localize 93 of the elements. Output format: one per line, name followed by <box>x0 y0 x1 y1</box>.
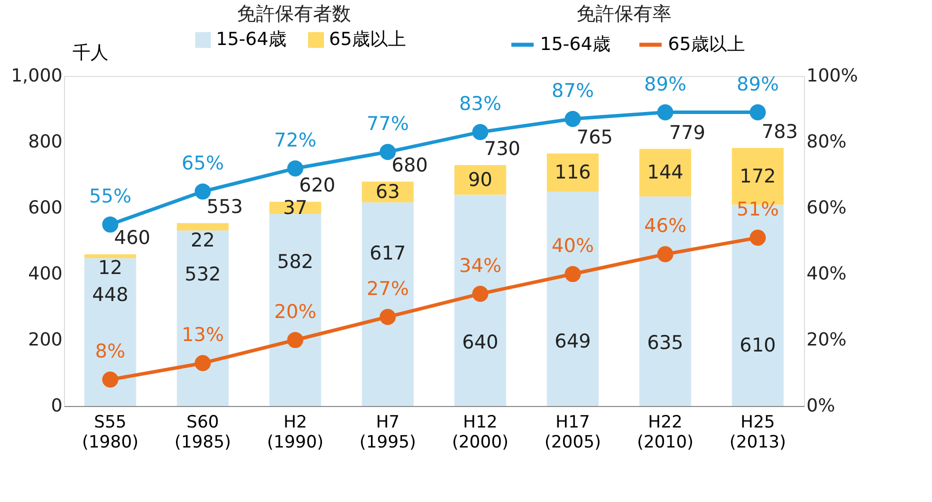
data-label: 77% <box>366 112 409 135</box>
point <box>472 124 488 140</box>
bar <box>639 196 692 406</box>
bar <box>84 258 136 406</box>
point <box>657 104 674 120</box>
x-tick-label: S55 (1980) <box>82 412 139 452</box>
data-label: 40% <box>552 235 594 257</box>
data-label: 8% <box>95 340 126 363</box>
y-tick-label: 200 <box>28 330 62 350</box>
total-label: 730 <box>484 138 520 160</box>
data-label: 172 <box>740 165 776 188</box>
point <box>287 332 304 348</box>
bar <box>84 254 136 258</box>
data-label: 63 <box>376 180 400 203</box>
bar <box>454 165 506 195</box>
text: 免許保有者数 <box>237 3 351 25</box>
data-label: 610 <box>740 334 776 357</box>
y2-tick-label: 20% <box>806 330 847 350</box>
legend-label: 65歳以上 <box>668 34 745 55</box>
bar <box>269 214 322 406</box>
data-label: 582 <box>277 250 314 273</box>
total-label: 779 <box>669 122 706 144</box>
data-label: 51% <box>736 198 779 221</box>
text: 免許保有率 <box>576 3 672 25</box>
data-label: 144 <box>647 162 684 184</box>
x-tick-label: H25 (2013) <box>729 412 786 452</box>
data-label: 20% <box>274 301 316 323</box>
x-tick-label: S60 (1985) <box>174 412 232 452</box>
total-label: 765 <box>576 126 613 149</box>
y-tick-label: 1,000 <box>10 66 62 86</box>
bar <box>639 148 692 196</box>
total-label: 553 <box>206 196 243 218</box>
point <box>750 104 766 120</box>
y-tick-label: 0 <box>51 396 62 416</box>
data-label: 635 <box>647 332 684 354</box>
data-label: 27% <box>366 278 409 300</box>
y2-tick-label: 100% <box>806 66 858 86</box>
data-label: 116 <box>554 162 591 184</box>
y2-tick-label: 80% <box>806 132 847 152</box>
point <box>657 246 674 262</box>
data-label: 37 <box>283 196 308 219</box>
data-label: 55% <box>89 186 132 208</box>
bar <box>176 230 229 406</box>
total-label: 460 <box>114 227 150 250</box>
y-tick-label: 400 <box>28 264 62 284</box>
point <box>194 355 211 372</box>
legend-label: 65歳以上 <box>329 29 406 50</box>
legend-label: 15-64歳 <box>216 29 286 50</box>
data-label: 89% <box>644 73 686 96</box>
point <box>380 308 396 325</box>
bar <box>546 192 599 406</box>
data-label: 89% <box>736 73 779 96</box>
y-axis-title: 千人 <box>72 42 108 64</box>
y2-tick-label: 40% <box>806 264 847 284</box>
data-label: 83% <box>459 93 502 116</box>
data-label: 65% <box>182 152 224 174</box>
data-label: 46% <box>644 215 686 238</box>
y2-tick-label: 60% <box>806 198 847 218</box>
point <box>472 286 488 302</box>
y2-tick-label: 0% <box>806 396 836 416</box>
data-label: 12 <box>98 257 122 280</box>
total-label: 620 <box>299 174 336 197</box>
y-tick-label: 600 <box>28 198 62 218</box>
data-label: 87% <box>552 80 594 102</box>
data-label: 532 <box>184 263 221 286</box>
x-tick-label: H7 (1995) <box>359 412 416 452</box>
total-label: 680 <box>392 154 428 177</box>
bar <box>362 202 414 406</box>
point <box>750 230 766 246</box>
data-label: 34% <box>459 254 502 277</box>
data-label: 640 <box>462 332 498 354</box>
data-label: 448 <box>92 284 128 306</box>
x-tick-label: H22 (2010) <box>636 412 694 452</box>
data-label: 617 <box>370 242 406 264</box>
point <box>564 266 581 282</box>
data-label: 90 <box>468 168 492 191</box>
y-tick-label: 800 <box>28 132 62 152</box>
bar <box>176 223 229 230</box>
point <box>564 110 581 127</box>
data-label: 72% <box>274 129 316 152</box>
data-label: 22 <box>190 229 215 252</box>
bar <box>546 154 599 192</box>
point <box>287 160 304 176</box>
point <box>194 183 211 200</box>
bar <box>454 194 506 406</box>
total-label: 783 <box>762 120 798 143</box>
x-tick-label: H2 (1990) <box>266 412 324 452</box>
x-tick-label: H17 (2005) <box>544 412 602 452</box>
point <box>102 372 118 388</box>
x-tick-label: H12 (2000) <box>452 412 509 452</box>
data-label: 649 <box>554 330 591 353</box>
legend-label: 15-64歳 <box>540 34 610 55</box>
data-label: 13% <box>182 324 224 346</box>
